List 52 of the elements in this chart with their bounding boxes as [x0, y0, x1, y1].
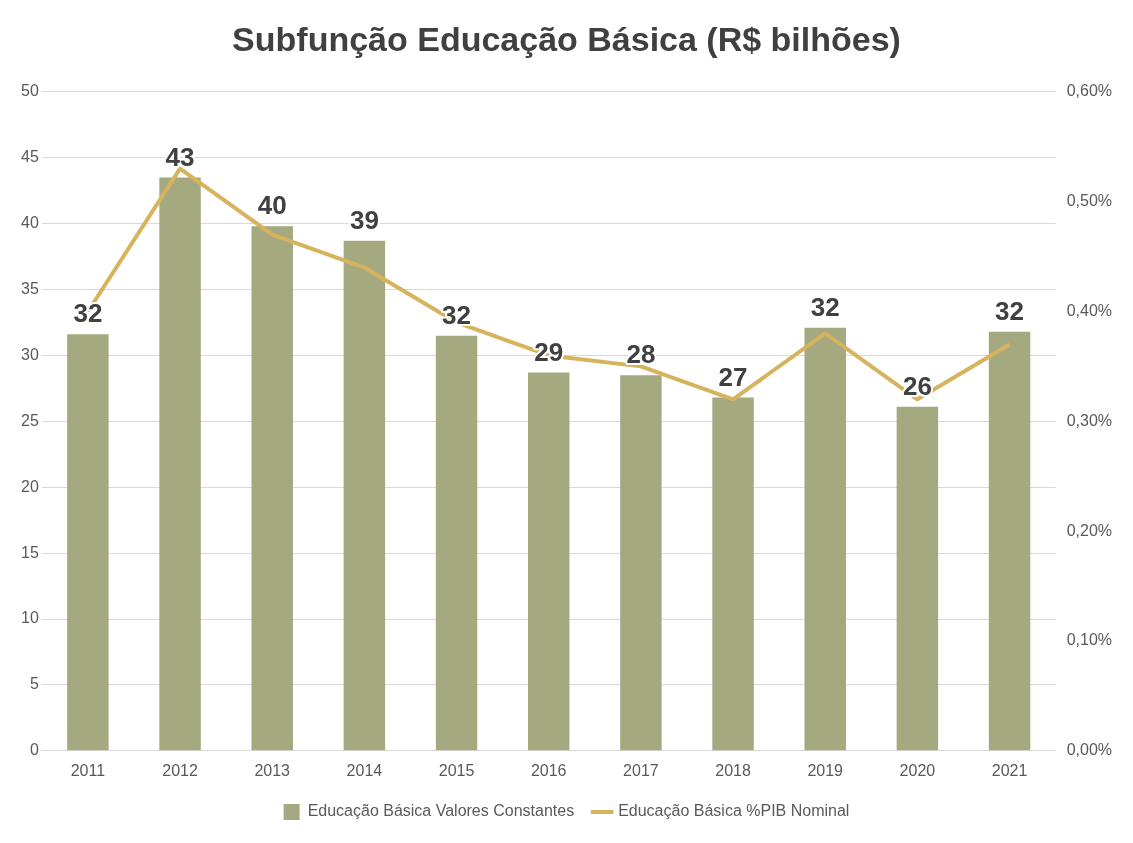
y2-tick-label: 0,30% [1066, 411, 1113, 429]
x-tick-label: 2019 [807, 761, 844, 779]
bar [343, 240, 386, 751]
data-label: 32 [73, 298, 103, 329]
y-tick-label: 35 [21, 279, 39, 297]
data-label: 40 [257, 190, 287, 221]
y2-tick-label: 0,50% [1066, 192, 1113, 210]
bar [804, 327, 846, 751]
bar [435, 335, 478, 751]
bar [527, 372, 570, 751]
legend-label: Educação Básica %PIB Nominal [618, 802, 850, 820]
data-label: 26 [902, 370, 932, 401]
legend-label: Educação Básica Valores Constantes [307, 802, 575, 820]
data-label: 39 [349, 204, 379, 235]
y2-tick-label: 0,60% [1066, 82, 1113, 100]
y2-tick-label: 0,10% [1066, 631, 1113, 649]
x-tick-label: 2021 [991, 761, 1028, 779]
bar [988, 331, 1031, 751]
bar [251, 226, 293, 751]
bar [712, 397, 754, 751]
y-tick-label: 50 [21, 82, 39, 100]
bar [896, 406, 939, 751]
x-tick-label: 2016 [530, 761, 567, 779]
y-tick-label: 20 [21, 477, 39, 495]
y-tick-label: 45 [21, 148, 39, 166]
y-tick-label: 0 [29, 741, 39, 759]
x-tick-label: 2020 [899, 761, 936, 779]
bar [159, 177, 201, 751]
y2-tick-label: 0,20% [1066, 521, 1113, 539]
y-tick-label: 30 [21, 345, 39, 363]
data-label: 32 [995, 295, 1025, 326]
y2-tick-label: 0,40% [1066, 301, 1113, 319]
y-tick-label: 15 [21, 543, 39, 561]
data-label: 32 [810, 291, 840, 322]
data-label: 28 [626, 339, 656, 370]
x-tick-label: 2014 [346, 761, 383, 779]
chart-title: Subfunção Educação Básica (R$ bilhões) [232, 19, 901, 58]
y-tick-label: 10 [21, 609, 39, 627]
y-tick-label: 40 [21, 214, 39, 232]
x-tick-label: 2017 [623, 761, 659, 779]
bar [620, 375, 662, 751]
y2-tick-label: 0,00% [1066, 741, 1113, 759]
x-tick-label: 2018 [715, 761, 751, 779]
x-tick-label: 2013 [254, 761, 291, 779]
x-tick-label: 2012 [162, 761, 198, 779]
y-tick-label: 25 [21, 411, 39, 429]
data-label: 43 [165, 141, 195, 172]
x-tick-label: 2015 [438, 761, 475, 779]
y-tick-label: 5 [29, 675, 39, 693]
bar [67, 334, 109, 751]
data-label: 27 [718, 361, 748, 392]
x-tick-label: 2011 [70, 761, 106, 779]
